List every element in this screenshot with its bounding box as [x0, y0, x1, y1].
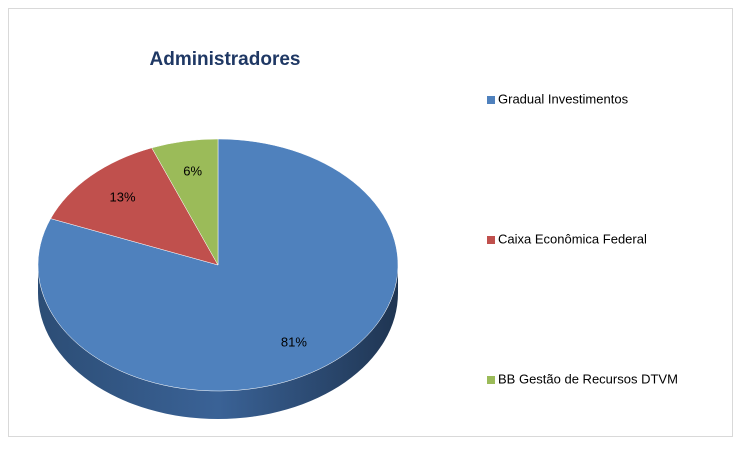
legend-swatch [487, 236, 495, 244]
data-label: 81% [281, 335, 307, 350]
slice [37, 138, 399, 392]
slice [50, 147, 219, 266]
legend-label: Caixa Econômica Federal [498, 231, 647, 246]
legend-label: BB Gestão de Recursos DTVM [498, 371, 678, 386]
slice-side [38, 265, 398, 419]
data-label: 6% [183, 164, 202, 179]
legend-swatch [487, 96, 495, 104]
chart-title: Administradores [150, 49, 301, 70]
legend-swatch [487, 376, 495, 384]
slice [151, 138, 219, 266]
data-label: 13% [110, 190, 136, 205]
legend-label: Gradual Investimentos [498, 91, 629, 106]
